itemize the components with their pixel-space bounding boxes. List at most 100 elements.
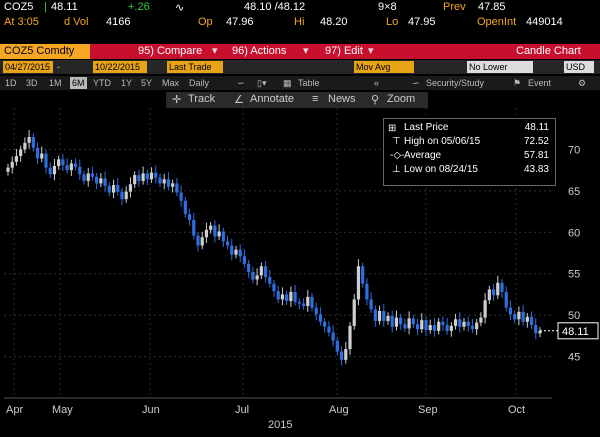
frequency-select[interactable]: Daily — [189, 78, 210, 88]
candle-body — [166, 179, 171, 187]
edit-menu[interactable]: 97) Edit — [325, 45, 363, 57]
table-button[interactable]: Table — [298, 78, 320, 88]
period-1d[interactable]: 1D — [5, 78, 17, 88]
period-5y[interactable]: 5Y — [141, 78, 153, 88]
candle-body — [323, 321, 327, 327]
compare-menu[interactable]: 95) Compare — [138, 45, 203, 57]
period-max[interactable]: Max — [162, 78, 180, 88]
security-field[interactable]: COZ5 Comdty — [0, 44, 90, 59]
candle-body — [196, 235, 200, 246]
chart-style-icon[interactable]: ▯▾ — [257, 78, 267, 88]
currency-select[interactable]: USD — [564, 61, 594, 73]
actions-dropdown-icon[interactable]: ▾ — [303, 45, 309, 57]
candle-body — [441, 321, 445, 326]
candle-body — [149, 172, 154, 180]
candle-body — [141, 173, 145, 181]
zoom-button[interactable]: Zoom — [387, 93, 416, 105]
edit-dropdown-icon[interactable]: ▾ — [368, 45, 374, 57]
actions-menu[interactable]: 96) Actions — [232, 45, 287, 57]
period-ytd[interactable]: YTD — [93, 78, 111, 88]
lower-chart-select[interactable]: No Lower Chart — [467, 61, 533, 84]
period-1m[interactable]: 1M — [49, 78, 62, 88]
candle-body — [23, 142, 27, 150]
candle-body — [187, 214, 192, 220]
candle-body — [158, 177, 162, 184]
period-3d[interactable]: 3D — [26, 78, 38, 88]
candle-body — [521, 311, 525, 322]
candle-body — [428, 325, 432, 331]
period-1y[interactable]: 1Y — [121, 78, 133, 88]
candle-chart[interactable]: 45 50 55 60 65 70 Apr May Jun Jul Aug Sep Oct 2015 48.… — [0, 108, 600, 437]
candle-body — [128, 184, 133, 192]
candle-body — [171, 183, 175, 187]
candle-body — [242, 256, 247, 264]
candle-body — [331, 332, 335, 341]
annotate-button[interactable]: Annotate — [250, 93, 295, 105]
candle-body — [78, 166, 82, 175]
candle-body — [124, 191, 128, 200]
security-study-button[interactable]: Security/Study — [426, 78, 485, 88]
price-type-select[interactable]: Last Trade — [167, 61, 223, 73]
candle-body — [534, 325, 538, 334]
candle-body — [61, 159, 65, 166]
event-button[interactable]: Event — [528, 78, 552, 88]
x-tick-label: May — [52, 404, 73, 416]
candle-body — [52, 166, 57, 175]
candle-body — [424, 320, 428, 331]
candle-body — [504, 291, 508, 308]
gear-icon[interactable]: ⚙ — [578, 78, 587, 88]
prev-value: 47.85 — [478, 1, 506, 13]
candle-body — [48, 167, 52, 175]
news-icon[interactable]: ≡ — [312, 93, 319, 105]
candle-body — [200, 237, 204, 246]
candle-body — [382, 311, 386, 321]
candle-body — [496, 282, 500, 296]
candle-body — [204, 229, 209, 238]
candle-body — [10, 161, 14, 168]
pencil-icon[interactable]: ∠ — [234, 94, 244, 106]
candle-body — [280, 294, 285, 300]
candle-body — [437, 321, 441, 331]
end-date-field[interactable]: 10/22/2015 — [93, 61, 147, 73]
legend-last-label: Last Price — [404, 122, 449, 133]
candle-body — [293, 291, 297, 302]
candle-body — [339, 351, 344, 360]
candle-body — [470, 325, 475, 330]
size-value: 9×8 — [378, 1, 397, 13]
crosshair-icon[interactable]: ✛ — [172, 94, 182, 106]
line-chart-icon[interactable]: ∽ — [237, 78, 245, 88]
candle-body — [107, 185, 111, 193]
legend-low-value: 43.83 — [523, 164, 549, 175]
news-button[interactable]: News — [328, 93, 356, 105]
change-value: +.26 — [128, 1, 150, 13]
candle-body — [449, 325, 453, 331]
mov-avg-select[interactable]: Mov Avg — [354, 61, 414, 73]
low-marker-icon: ⊥ — [392, 164, 401, 175]
last-price-label: 48.11 — [562, 326, 589, 338]
period-6m[interactable]: 6M — [70, 77, 87, 89]
candle-body — [40, 153, 44, 159]
y-tick-label: 55 — [568, 269, 580, 281]
year-label: 2015 — [268, 419, 292, 431]
candle-body — [479, 317, 483, 323]
candle-body — [120, 191, 124, 200]
event-icon[interactable]: ⚑ — [513, 78, 522, 88]
candle-body — [289, 291, 293, 302]
track-button[interactable]: Track — [188, 93, 216, 105]
compare-dropdown-icon[interactable]: ▾ — [212, 45, 218, 57]
collapse-icon[interactable]: « — [374, 78, 380, 88]
candle-body — [272, 283, 276, 292]
candle-body — [44, 153, 48, 168]
studies-icon[interactable]: ∽ — [412, 78, 420, 88]
start-date-field[interactable]: 04/27/2015 — [3, 61, 53, 73]
candle-body — [386, 315, 390, 321]
zoom-icon[interactable]: ⚲ — [371, 94, 380, 106]
candle-body — [154, 172, 158, 178]
x-tick-label: Apr — [6, 404, 23, 416]
period-bar: 1D 3D 1M 6M YTD 1Y 5Y Max Daily ∽ ▯▾ ▦ T… — [0, 76, 600, 90]
candle-body — [394, 317, 399, 327]
candle-body — [318, 314, 323, 322]
table-icon[interactable]: ▦ — [283, 78, 292, 88]
legend-box-icon[interactable]: ⊞ — [388, 123, 397, 134]
dvol-label: d Vol — [64, 16, 89, 28]
